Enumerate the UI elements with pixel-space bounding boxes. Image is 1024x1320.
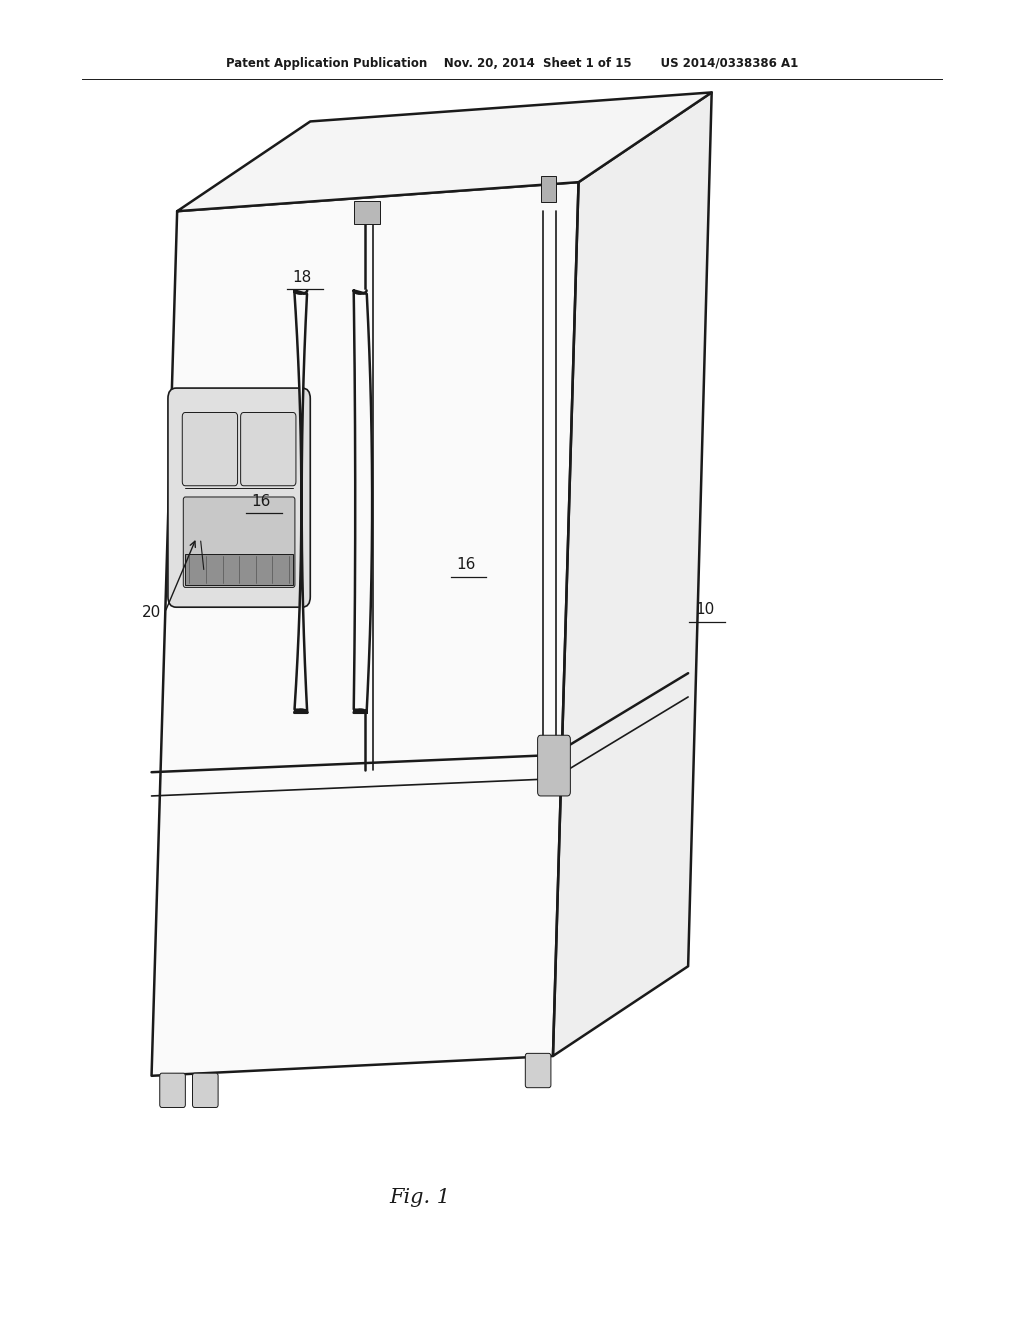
Text: 18: 18	[293, 269, 311, 285]
FancyBboxPatch shape	[182, 413, 238, 486]
FancyBboxPatch shape	[525, 1053, 551, 1088]
Polygon shape	[353, 290, 372, 713]
Text: 16: 16	[457, 557, 475, 573]
FancyBboxPatch shape	[168, 388, 310, 607]
Polygon shape	[294, 290, 307, 713]
Polygon shape	[152, 182, 579, 1076]
Bar	[354, 201, 380, 224]
FancyBboxPatch shape	[193, 1073, 218, 1107]
Text: Fig. 1: Fig. 1	[389, 1188, 451, 1206]
Bar	[541, 176, 556, 202]
Text: Patent Application Publication    Nov. 20, 2014  Sheet 1 of 15       US 2014/033: Patent Application Publication Nov. 20, …	[226, 57, 798, 70]
FancyBboxPatch shape	[160, 1073, 185, 1107]
FancyBboxPatch shape	[538, 735, 570, 796]
Bar	[185, 554, 293, 585]
Polygon shape	[177, 92, 712, 211]
Text: 10: 10	[695, 602, 714, 618]
FancyBboxPatch shape	[183, 498, 295, 587]
Polygon shape	[553, 92, 712, 1056]
Text: 20: 20	[142, 605, 161, 620]
Text: 16: 16	[252, 494, 270, 510]
FancyBboxPatch shape	[241, 413, 296, 486]
